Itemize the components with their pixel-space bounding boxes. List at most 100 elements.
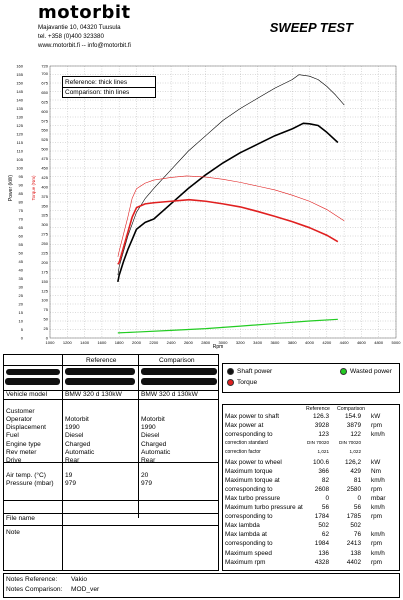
cmp-engine-type: Charged	[141, 441, 167, 448]
stat-reference-value: 123	[318, 431, 329, 439]
cmp-drive: Rear	[141, 457, 156, 464]
label-fuel: Fuel	[6, 432, 19, 439]
stat-reference-value: 1,021	[317, 449, 330, 455]
stat-label: Max power to wheel	[225, 458, 282, 466]
stat-reference-value: 366	[318, 467, 329, 475]
legend-reference-text: Reference: thick lines	[65, 79, 128, 86]
label-operator: Operator	[6, 416, 33, 423]
x-tick-label: 3400	[253, 340, 263, 345]
stat-label: Maximum turbo pressure at	[225, 504, 303, 511]
stat-comparison-value: 126,2	[345, 458, 361, 466]
cmp-fuel: Diesel	[141, 432, 160, 439]
address-line-1: Majavantie 10, 04320 Tuusula	[38, 24, 121, 31]
power-tick-label: 130	[16, 115, 23, 120]
wasted-power-dot	[340, 368, 347, 375]
label-vehicle-model: Vehicle model	[6, 391, 48, 398]
stat-reference-value: 126.3	[313, 413, 329, 420]
stat-label: Max turbo pressure	[225, 494, 281, 502]
stat-comparison-value: 2413	[346, 540, 361, 548]
power-tick-label: 5	[21, 327, 24, 332]
redacted-block	[5, 378, 60, 385]
redacted-block	[6, 369, 60, 375]
power-tick-label: 50	[19, 251, 24, 256]
x-tick-label: 1800	[115, 340, 125, 345]
ref-vehicle-model: BMW 320 d 130kW	[65, 391, 122, 398]
notes-comparison-label: Notes Comparison:	[6, 586, 63, 593]
stat-reference-value: 2608	[314, 485, 329, 493]
torque-tick-label: 150	[41, 279, 48, 284]
label-note: Note	[6, 529, 20, 536]
power-tick-label: 30	[19, 285, 24, 290]
torque-tick-label: 425	[41, 175, 48, 180]
stat-reference-value: 62	[321, 531, 329, 539]
x-tick-label: 2000	[132, 340, 142, 345]
stat-comparison-value: DIN 70020	[339, 440, 361, 446]
stat-comparison-value: 81	[353, 476, 361, 484]
x-tick-label: 1000	[46, 340, 56, 345]
torque-tick-label: 700	[41, 71, 48, 76]
x-tick-label: 1600	[97, 340, 107, 345]
power-tick-label: 55	[19, 242, 24, 247]
label-rev-meter: Rev meter	[6, 449, 37, 456]
x-tick-label: 3600	[270, 340, 280, 345]
torque-tick-label: 625	[41, 99, 48, 104]
address-line-2: tel. +358 (0)400 323380	[38, 33, 104, 40]
chart-legend-box: Reference: thick lines Comparison: thin …	[62, 76, 156, 98]
torque-tick-label: 125	[41, 288, 48, 293]
ref-displacement: 1990	[65, 424, 80, 431]
chart-series	[117, 74, 345, 334]
cmp-operator: Motorbit	[141, 416, 165, 423]
power-tick-label: 60	[19, 234, 24, 239]
stat-reference-value: 502	[318, 522, 329, 530]
stat-comparison-value: 429	[350, 467, 361, 475]
stat-unit: km/h	[371, 549, 385, 557]
stat-label: Max lambda	[225, 522, 260, 530]
x-tick-label: 3200	[236, 340, 246, 345]
x-tick-label: 1200	[63, 340, 73, 345]
torque-tick-label: 650	[41, 90, 48, 95]
power-tick-label: 155	[16, 72, 23, 77]
torque-reference-line	[117, 198, 339, 265]
header-reference: Reference	[86, 357, 117, 364]
torque-tick-label: 475	[41, 156, 48, 161]
stat-unit: km/h	[371, 431, 385, 439]
stat-reference-value: 1784	[314, 513, 329, 521]
torque-tick-label: 25	[44, 326, 49, 331]
stat-comparison-value: 0	[357, 494, 361, 502]
stat-label: corresponding to	[225, 513, 273, 521]
power-tick-label: 10	[19, 319, 24, 324]
y-axis-label-power: Power (kW)	[8, 175, 14, 201]
stats-table-box	[222, 404, 400, 571]
shaft-power-reference-line	[117, 122, 339, 283]
stat-label: corresponding to	[225, 485, 273, 493]
report-title: SWEEP TEST	[269, 20, 353, 35]
label-customer: Customer	[6, 408, 35, 415]
torque-tick-label: 175	[41, 269, 48, 274]
legend-shaft-power: Shaft power	[237, 368, 273, 375]
power-tick-label: 25	[19, 293, 24, 298]
stat-unit: rpm	[371, 513, 383, 521]
ref-fuel: Diesel	[65, 432, 84, 439]
x-tick-label: 2400	[167, 340, 177, 345]
torque-tick-label: 75	[44, 307, 49, 312]
label-pressure: Pressure (mbar)	[6, 480, 54, 487]
x-tick-label: 3800	[288, 340, 298, 345]
stat-unit: km/h	[371, 476, 385, 484]
shaft-power-comparison-line	[117, 74, 345, 276]
legend-comparison-text: Comparison: thin lines	[65, 89, 130, 96]
stat-unit: rpm	[371, 540, 383, 548]
power-tick-label: 105	[16, 157, 23, 162]
stat-reference-value: DIN 70020	[307, 440, 329, 446]
stat-label: Maximum torque at	[225, 476, 280, 484]
power-tick-label: 40	[19, 268, 24, 273]
power-tick-label: 160	[16, 64, 23, 69]
power-tick-label: 0	[21, 336, 24, 341]
torque-tick-label: 600	[41, 109, 48, 114]
torque-tick-label: 375	[41, 194, 48, 199]
stats-header-comparison: Comparison	[337, 406, 365, 412]
torque-tick-label: 275	[41, 232, 48, 237]
stat-comparison-value: 1,022	[349, 449, 362, 455]
legend-wasted-power: Wasted power	[350, 368, 392, 375]
stat-label: Max lambda at	[225, 531, 267, 539]
power-tick-label: 65	[19, 225, 24, 230]
